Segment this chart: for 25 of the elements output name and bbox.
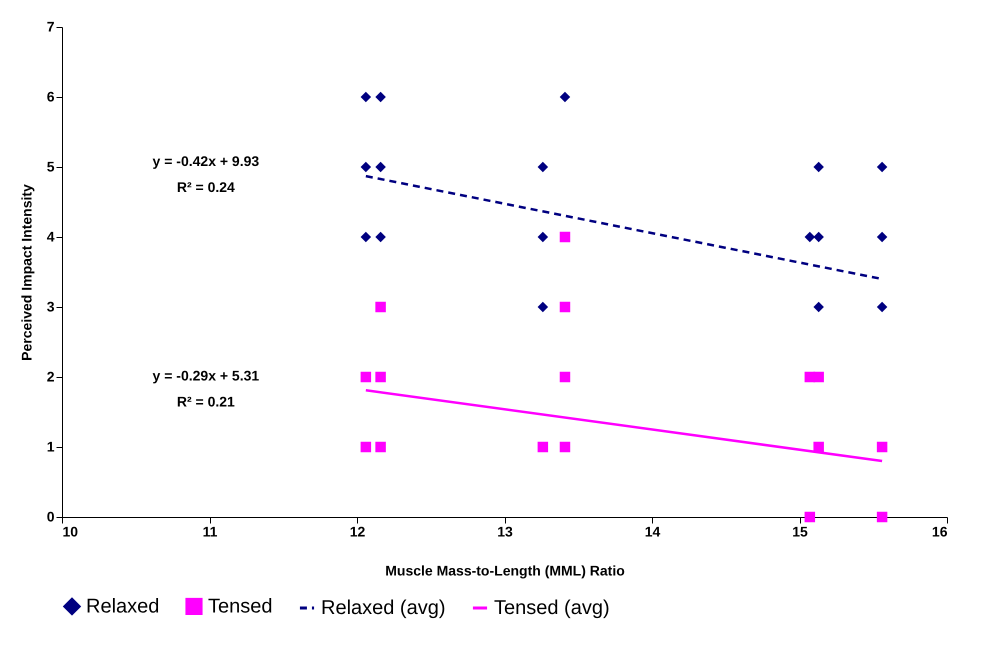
y-tick-label: 3: [46, 298, 55, 314]
x-tick-label: 11: [202, 524, 218, 540]
y-tick-label: 1: [46, 438, 55, 454]
x-tick-label: 16: [932, 524, 948, 540]
x-axis-title: Muscle Mass-to-Length (MML) Ratio: [385, 562, 625, 578]
annotation: R² = 0.24: [176, 179, 236, 196]
annotation: y = -0.29x + 5.31: [152, 367, 260, 384]
x-tick-label: 15: [792, 524, 808, 540]
y-tick-label: 0: [46, 508, 55, 524]
legend-label: Tensed (avg): [494, 597, 610, 619]
x-tick-label: 12: [350, 524, 366, 540]
y-tick-label: 5: [46, 158, 55, 174]
y-tick-label: 2: [46, 368, 55, 384]
x-tick-label: 14: [644, 524, 660, 540]
annotation: R² = 0.21: [176, 393, 236, 410]
y-tick-label: 4: [46, 228, 55, 244]
legend-label: Tensed: [208, 595, 272, 618]
annotation: y = -0.42x + 9.93: [152, 153, 260, 170]
y-tick-label: 7: [46, 18, 55, 34]
y-axis-title: Perceived Impact Intensity: [18, 184, 35, 361]
y-tick-label: 6: [46, 88, 55, 104]
x-tick-label: 13: [497, 524, 513, 540]
legend-label: Relaxed (avg): [321, 597, 446, 619]
x-tick-label: 10: [62, 524, 78, 540]
legend-label: Relaxed: [86, 595, 160, 618]
